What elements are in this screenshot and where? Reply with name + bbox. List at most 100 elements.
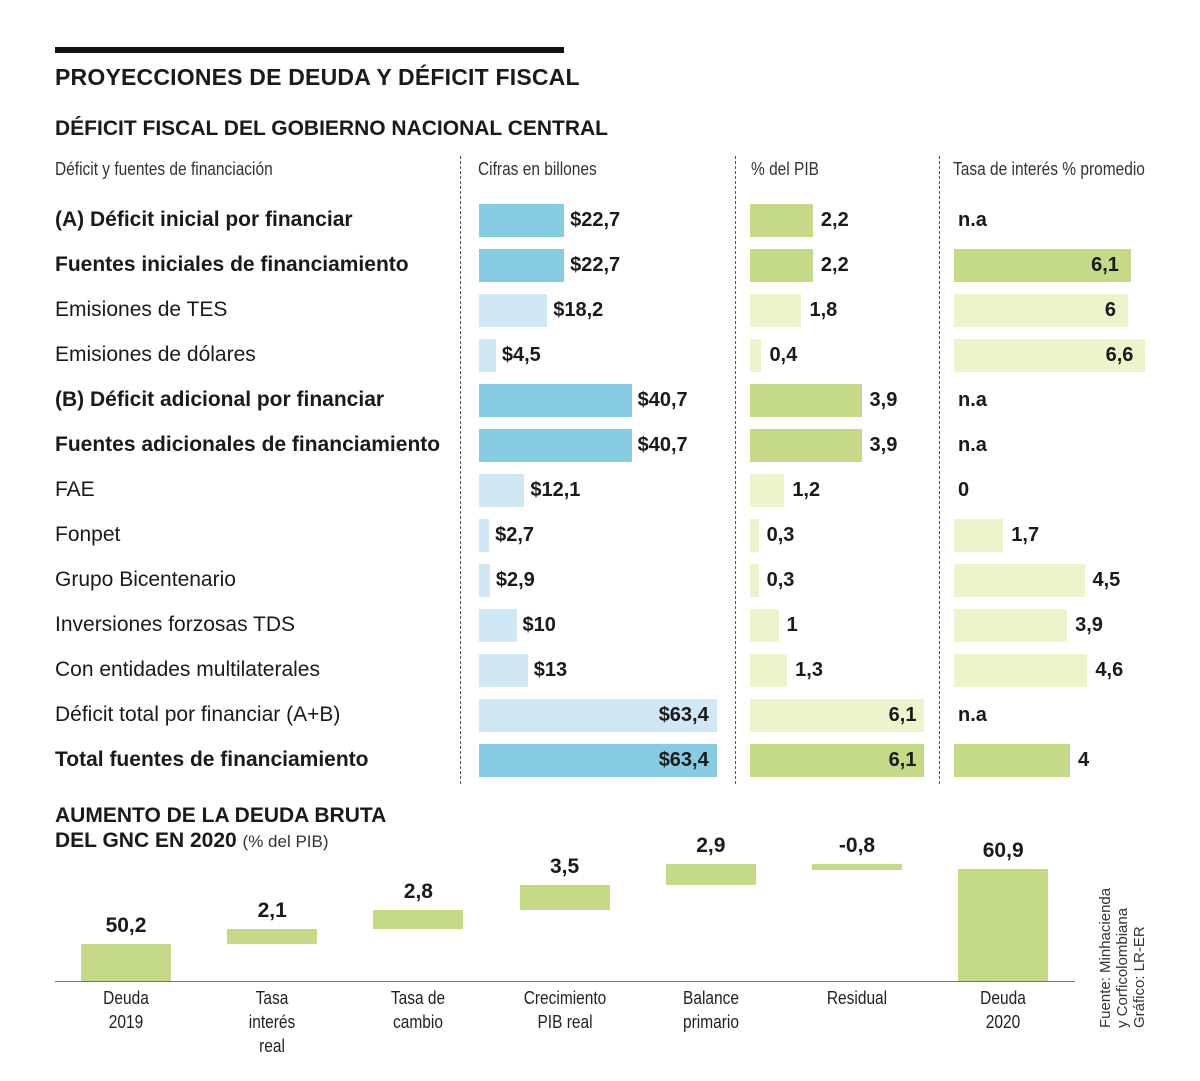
waterfall-value-label: 2,9 bbox=[696, 834, 726, 858]
pib-value: 6,1 bbox=[888, 749, 917, 771]
pib-bar bbox=[750, 384, 862, 417]
waterfall-value-label: 60,9 bbox=[982, 838, 1024, 862]
source-line: Fuente: Minhacienda bbox=[1097, 887, 1114, 1028]
waterfall-category-label: Tasa de cambio bbox=[391, 988, 446, 1032]
amount-value: $40,7 bbox=[637, 434, 688, 456]
pib-bar bbox=[750, 564, 759, 597]
pib-value: 1,8 bbox=[809, 299, 838, 321]
pib-bar bbox=[750, 294, 802, 327]
rate-value: n.a bbox=[958, 389, 987, 411]
source-line: Gráfico: LR-ER bbox=[1131, 926, 1148, 1028]
waterfall-category-label: Crecimiento PIB real bbox=[523, 988, 606, 1032]
amount-value: $10 bbox=[522, 614, 556, 636]
rate-value: 6,6 bbox=[1105, 344, 1134, 366]
pib-value: 1,2 bbox=[792, 479, 821, 501]
waterfall-title-line-2: DEL GNC EN 2020 bbox=[55, 829, 237, 852]
waterfall-category-label: Balance primario bbox=[682, 988, 739, 1032]
rate-bar bbox=[954, 519, 1004, 552]
table-row-label: (B) Déficit adicional por financiar bbox=[55, 388, 385, 411]
amount-value: $13 bbox=[533, 659, 568, 681]
rate-value: 3,9 bbox=[1075, 614, 1103, 636]
rate-value: 6 bbox=[1104, 299, 1116, 321]
waterfall-bar bbox=[81, 944, 171, 981]
pib-bar bbox=[750, 609, 779, 642]
pib-bar bbox=[750, 699, 925, 732]
rate-value: 1,7 bbox=[1011, 524, 1040, 546]
pib-bar bbox=[750, 744, 925, 777]
pib-value: 1 bbox=[786, 614, 798, 636]
waterfall-bar bbox=[665, 864, 756, 885]
amount-bar bbox=[479, 699, 717, 732]
rate-bar bbox=[954, 744, 1070, 777]
amount-value: $4,5 bbox=[501, 344, 541, 366]
table-row-label: Total fuentes de financiamiento bbox=[55, 748, 369, 771]
amount-bar bbox=[479, 429, 632, 462]
rate-bar bbox=[954, 609, 1068, 642]
pib-bar bbox=[750, 429, 862, 462]
waterfall-title-line-1: AUMENTO DE LA DEUDA BRUTA bbox=[55, 804, 387, 827]
waterfall-value-label: 2,1 bbox=[257, 899, 287, 923]
pib-value: 2,2 bbox=[820, 254, 849, 276]
rate-value: n.a bbox=[958, 434, 987, 456]
column-header-label: Déficit y fuentes de financiación bbox=[55, 159, 273, 179]
amount-value: $22,7 bbox=[570, 209, 621, 231]
rate-value: 0 bbox=[958, 479, 970, 501]
amount-value: $2,7 bbox=[495, 524, 535, 546]
rate-value: n.a bbox=[958, 209, 987, 231]
waterfall-bar bbox=[958, 868, 1049, 981]
pib-value: 2,2 bbox=[820, 209, 849, 231]
rate-value: n.a bbox=[958, 704, 987, 726]
column-divider bbox=[460, 156, 461, 784]
amount-value: $40,7 bbox=[637, 389, 688, 411]
waterfall-category-label: Tasa interés real bbox=[248, 988, 296, 1056]
rate-bar bbox=[954, 294, 1128, 327]
column-header-rate: Tasa de interés % promedio bbox=[953, 159, 1145, 179]
table-row-label: Emisiones de TES bbox=[55, 298, 228, 321]
pib-value: 0,3 bbox=[766, 524, 795, 546]
pib-bar bbox=[750, 249, 813, 282]
waterfall-bar bbox=[227, 929, 318, 945]
pib-value: 1,3 bbox=[795, 659, 823, 681]
amount-bar bbox=[479, 609, 517, 642]
amount-bar bbox=[479, 204, 565, 237]
waterfall-bar bbox=[519, 884, 610, 910]
pib-value: 0,3 bbox=[766, 569, 795, 591]
table-row-label: (A) Déficit inicial por financiar bbox=[55, 208, 353, 231]
pib-value: 0,4 bbox=[769, 344, 798, 366]
waterfall-unit: (% del PIB) bbox=[242, 832, 329, 851]
pib-bar bbox=[750, 519, 759, 552]
amount-bar bbox=[479, 384, 632, 417]
pib-value: 3,9 bbox=[869, 389, 898, 411]
amount-bar bbox=[479, 654, 528, 687]
amount-bar bbox=[479, 519, 490, 552]
waterfall-category-label: Residual bbox=[826, 988, 888, 1008]
table-row-label: Fuentes adicionales de financiamiento bbox=[55, 433, 441, 456]
table-row-label: FAE bbox=[55, 478, 95, 501]
waterfall-title: AUMENTO DE LA DEUDA BRUTA DEL GNC EN 202… bbox=[55, 803, 386, 854]
waterfall-value-label: 50,2 bbox=[105, 914, 147, 938]
rate-bar bbox=[954, 564, 1085, 597]
column-header-pib: % del PIB bbox=[751, 159, 819, 179]
waterfall-value-label: 2,8 bbox=[403, 879, 433, 903]
main-title: PROYECCIONES DE DEUDA Y DÉFICIT FISCAL bbox=[55, 64, 580, 90]
amount-bar bbox=[479, 744, 717, 777]
rate-value: 6,1 bbox=[1091, 254, 1119, 276]
waterfall-baseline bbox=[55, 981, 1075, 982]
table-row-label: Fonpet bbox=[55, 523, 121, 546]
rate-bar bbox=[954, 249, 1131, 282]
rate-value: 4,6 bbox=[1095, 659, 1124, 681]
amount-bar bbox=[479, 294, 548, 327]
table-row-label: Déficit total por financiar (A+B) bbox=[55, 703, 341, 726]
table-row-label: Fuentes iniciales de financiamiento bbox=[55, 253, 409, 276]
pib-value: 3,9 bbox=[869, 434, 898, 456]
pib-bar bbox=[750, 474, 785, 507]
amount-value: $12,1 bbox=[530, 479, 581, 501]
amount-bar bbox=[479, 474, 525, 507]
amount-value: $63,4 bbox=[658, 704, 709, 726]
rate-bar bbox=[954, 339, 1146, 372]
waterfall-category-label: Deuda 2019 bbox=[103, 988, 149, 1032]
waterfall-category-label: Deuda 2020 bbox=[980, 988, 1026, 1032]
amount-value: $63,4 bbox=[658, 749, 709, 771]
source-line: y Corficolombiana bbox=[1114, 907, 1131, 1028]
